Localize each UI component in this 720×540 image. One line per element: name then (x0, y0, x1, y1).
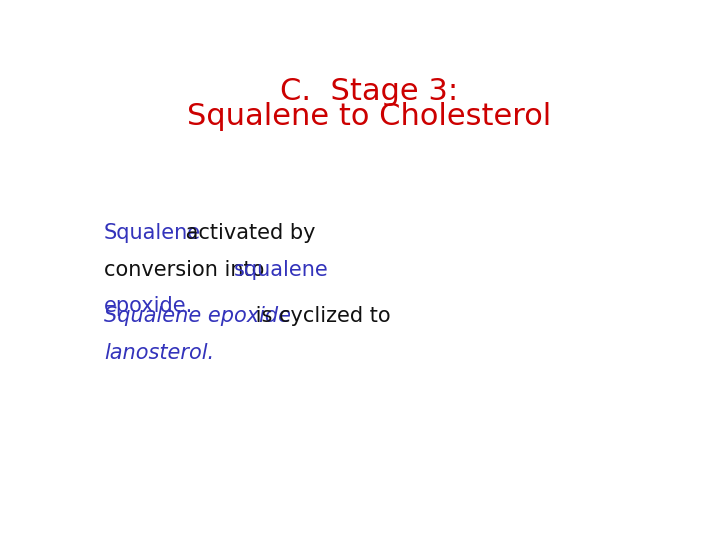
Text: C.  Stage 3:: C. Stage 3: (280, 77, 458, 106)
Text: conversion into: conversion into (104, 260, 271, 280)
Text: activated by: activated by (179, 223, 316, 243)
Text: lanosterol.: lanosterol. (104, 343, 214, 363)
Text: squalene: squalene (233, 260, 328, 280)
Text: epoxide.: epoxide. (104, 296, 193, 316)
Text: Squalene to Cholesterol: Squalene to Cholesterol (187, 102, 551, 131)
Text: is cyclized to: is cyclized to (249, 306, 390, 326)
Text: Squalene: Squalene (104, 223, 201, 243)
Text: Squalene epoxide: Squalene epoxide (104, 306, 291, 326)
